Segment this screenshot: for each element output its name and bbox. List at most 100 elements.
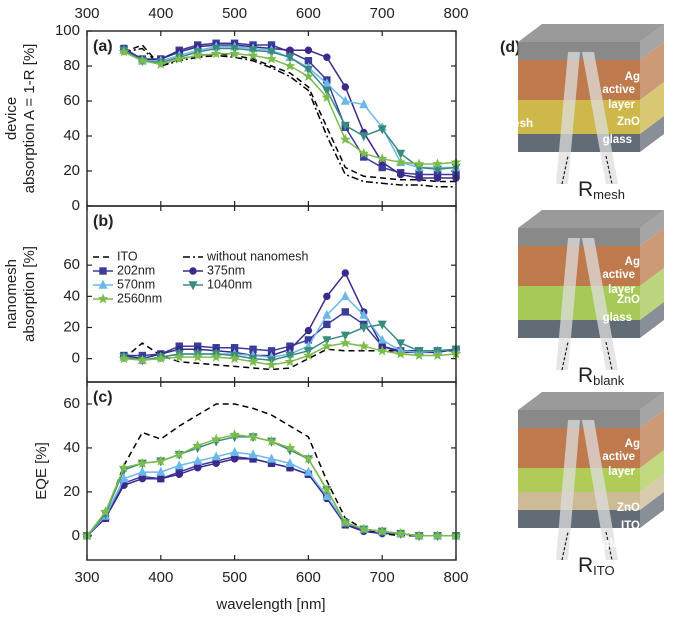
panel-label: (c)	[93, 389, 113, 406]
reflection-label: Rblank	[578, 364, 625, 389]
layer-label-line: layer	[608, 99, 635, 111]
data-point	[323, 320, 331, 329]
layer-label: Ag	[625, 71, 640, 83]
x-tick-label: 500	[222, 5, 247, 22]
y-tick-label: 60	[63, 395, 80, 412]
y-tick-label: 0	[72, 527, 80, 544]
data-point	[376, 345, 388, 356]
data-point	[395, 527, 406, 539]
layer-label: glass	[603, 538, 632, 550]
data-point	[284, 60, 296, 71]
data-point	[413, 349, 425, 361]
data-point	[247, 356, 259, 367]
data-point	[341, 308, 350, 316]
data-point	[212, 459, 220, 468]
data-point	[340, 331, 350, 341]
x-tick-label: 800	[443, 5, 468, 22]
layer-label: Ag	[625, 438, 640, 450]
data-point	[432, 158, 443, 169]
y-tick-label: 20	[63, 318, 80, 335]
data-point	[396, 170, 405, 179]
layer-label: ZnO	[617, 294, 640, 306]
data-point	[155, 58, 167, 69]
x-tick-label: 400	[148, 5, 173, 22]
data-point	[322, 336, 332, 346]
data-point	[359, 132, 369, 142]
data-point	[285, 351, 295, 361]
legend-marker	[99, 267, 107, 275]
panel-label: (a)	[93, 38, 113, 55]
layer-side	[640, 492, 664, 528]
data-point	[174, 460, 184, 470]
y-tick-label: 40	[63, 287, 80, 304]
data-point	[358, 523, 369, 534]
data-point	[322, 490, 332, 500]
layer-side	[640, 116, 664, 152]
layer-label: active layer	[602, 451, 635, 478]
y-tick-label: 80	[63, 57, 80, 74]
x-axis-label: wavelength [nm]	[215, 596, 325, 613]
beam	[556, 420, 580, 560]
data-point	[359, 309, 369, 319]
layer-front	[518, 100, 640, 134]
data-point	[395, 156, 406, 167]
data-point	[304, 46, 313, 54]
data-point	[395, 348, 406, 359]
layer-side	[640, 410, 664, 468]
beam	[582, 238, 618, 370]
data-point	[339, 337, 351, 348]
data-point	[340, 95, 350, 105]
data-point	[303, 65, 313, 75]
data-point	[303, 453, 314, 464]
reflection-symbol: R	[578, 554, 593, 577]
data-point	[210, 48, 222, 59]
data-point	[413, 158, 425, 169]
data-point	[211, 451, 221, 461]
reflection-subscript: ITO	[593, 563, 614, 578]
data-point	[432, 349, 443, 361]
data-point	[340, 133, 351, 145]
layer-label-line: layer	[608, 284, 635, 296]
data-point	[247, 49, 259, 61]
y-tick-label: 0	[72, 197, 80, 214]
layer-side	[640, 210, 664, 246]
reflection-label: RITO	[578, 554, 615, 579]
panel-label: (d)	[500, 39, 520, 56]
legend-label: without nanomesh	[206, 249, 309, 263]
data-point	[118, 353, 130, 364]
layer-side	[640, 228, 664, 286]
data-point	[192, 49, 203, 61]
data-point	[266, 435, 277, 446]
data-point	[266, 53, 277, 64]
legend-marker	[188, 281, 198, 291]
data-point	[433, 174, 442, 182]
y-tick-label: 40	[63, 439, 80, 456]
beam	[556, 52, 580, 184]
x-tick-label: 600	[296, 569, 321, 586]
legend-marker	[189, 267, 197, 275]
data-point	[376, 525, 388, 536]
layer-label-line: active	[602, 84, 635, 96]
data-point	[248, 449, 258, 459]
legend-label: 570nm	[117, 277, 155, 291]
layer-label-line: active	[602, 451, 635, 463]
legend-label: ITO	[117, 249, 138, 263]
data-point	[175, 470, 183, 478]
data-point	[230, 455, 239, 463]
data-point	[322, 309, 332, 319]
y-axis-label: device	[3, 97, 20, 140]
y-axis-label: absorption [%]	[21, 246, 38, 342]
data-point	[341, 83, 349, 91]
data-point	[340, 291, 350, 301]
layer-side	[640, 268, 664, 320]
data-point	[229, 429, 240, 440]
data-point	[155, 455, 167, 466]
reflection-symbol: R	[578, 364, 593, 387]
series-line	[123, 44, 456, 183]
y-tick-label: 20	[63, 483, 80, 500]
data-point	[359, 323, 369, 333]
x-tick-label: 300	[74, 569, 99, 586]
data-point	[396, 339, 406, 349]
data-point	[229, 48, 240, 59]
